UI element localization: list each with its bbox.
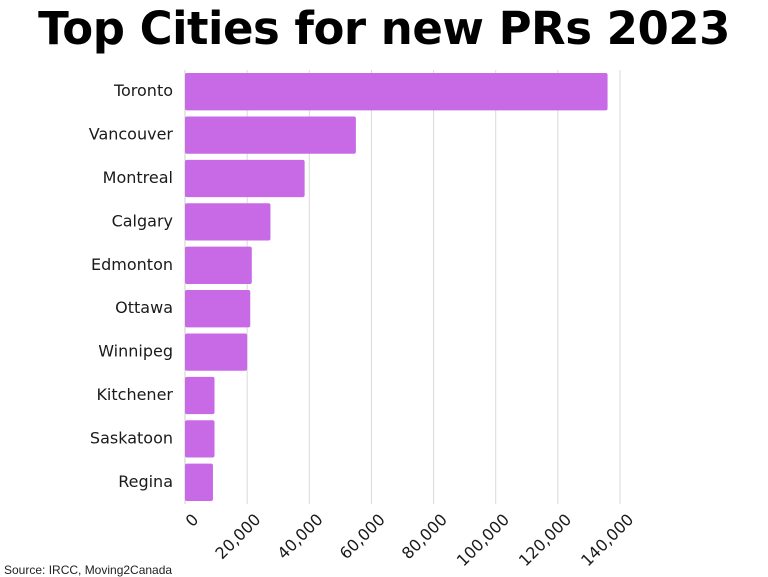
- x-tick-label: 0: [182, 510, 203, 531]
- bar: [185, 246, 252, 284]
- bar: [185, 420, 215, 458]
- category-labels: Toronto Vancouver Montreal Calgary Edmonton O…: [89, 81, 174, 491]
- x-tick-label: 20,000: [211, 510, 264, 563]
- source-note: Source: IRCC, Moving2Canada: [4, 563, 173, 577]
- x-tick-label: 120,000: [515, 510, 575, 570]
- x-tick-label: 40,000: [274, 510, 327, 563]
- bar: [185, 203, 271, 241]
- category-label: Vancouver: [89, 125, 174, 144]
- bar: [185, 159, 305, 198]
- x-tick-label: 140,000: [577, 510, 637, 570]
- category-label: Regina: [118, 472, 173, 491]
- bar: [185, 463, 213, 501]
- category-label: Calgary: [112, 211, 173, 230]
- x-tick-label: 80,000: [398, 510, 451, 563]
- category-label: Toronto: [113, 81, 173, 100]
- category-label: Kitchener: [96, 385, 173, 404]
- category-label: Ottawa: [115, 298, 173, 317]
- category-label: Montreal: [103, 168, 173, 187]
- bar: [185, 376, 215, 415]
- bar: [185, 333, 248, 371]
- bar: [185, 290, 251, 328]
- chart-title: Top Cities for new PRs 2023: [38, 2, 730, 55]
- category-label: Winnipeg: [98, 342, 173, 361]
- bar: [185, 116, 356, 154]
- x-tick-label: 60,000: [336, 510, 389, 563]
- bar: [185, 73, 608, 111]
- x-tick-label: 100,000: [453, 510, 513, 570]
- category-label: Edmonton: [91, 255, 173, 274]
- bars: [185, 73, 608, 501]
- x-tick-labels: 0 20,000 40,000 60,000 80,000 100,000 120,000 1…: [182, 510, 638, 570]
- category-label: Saskatoon: [90, 428, 173, 447]
